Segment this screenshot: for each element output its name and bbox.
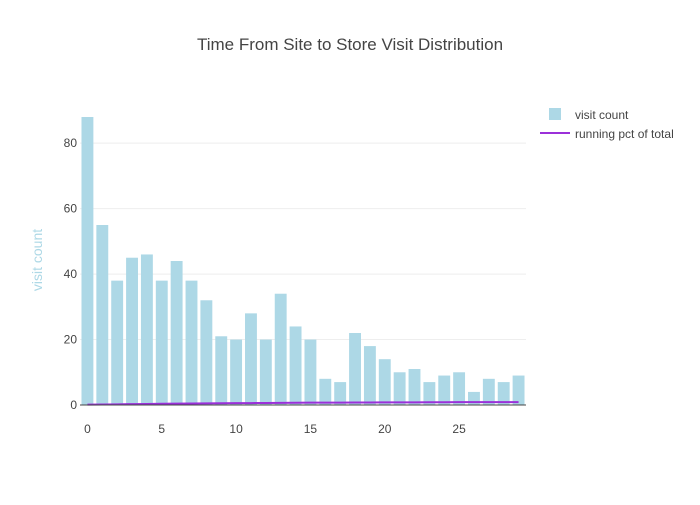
bar [304,339,317,405]
x-tick-label: 15 [304,422,318,436]
bar [96,225,109,405]
y-tick-label: 0 [70,398,77,412]
bar [185,280,198,405]
bar [140,254,153,405]
bar [274,293,287,405]
bar [111,280,124,405]
bar [393,372,406,405]
bar [155,280,168,405]
bar [289,326,302,405]
y-tick-label: 80 [64,136,78,150]
x-tick-label: 0 [84,422,91,436]
bar [259,339,272,405]
x-tick-label: 20 [378,422,392,436]
axes: 0 20 40 60 80 0 5 10 15 20 25 [64,136,526,436]
bar [423,382,436,405]
chart-title: Time From Site to Store Visit Distributi… [197,35,503,54]
legend-label: visit count [575,108,629,122]
y-tick-label: 20 [64,333,78,347]
bar [468,391,480,405]
bar [170,261,183,405]
x-tick-label: 25 [452,422,466,436]
bar [438,375,451,405]
bar [230,339,243,405]
y-axis-label: visit count [29,229,45,291]
y-tick-label: 40 [64,267,78,281]
bar [126,257,138,405]
gridlines [80,142,526,341]
bar [408,369,421,405]
bar-series [81,117,525,405]
bar [245,313,257,405]
bar [497,382,510,405]
bar [363,346,376,405]
line-series-path [87,401,519,406]
bar [215,336,228,405]
legend[interactable]: visit count running pct of total [540,108,674,141]
bar [334,382,347,405]
y-tick-label: 60 [64,202,78,216]
bar [319,378,332,405]
bar [453,372,466,405]
bar [482,378,495,405]
bar [200,300,213,405]
legend-swatch-bar [549,108,561,120]
bar [512,375,525,405]
x-tick-label: 10 [229,422,243,436]
bar [349,333,361,405]
bar [378,359,391,405]
bar [81,117,94,405]
x-tick-label: 5 [158,422,165,436]
line-series [87,401,519,406]
legend-label: running pct of total [575,127,674,141]
